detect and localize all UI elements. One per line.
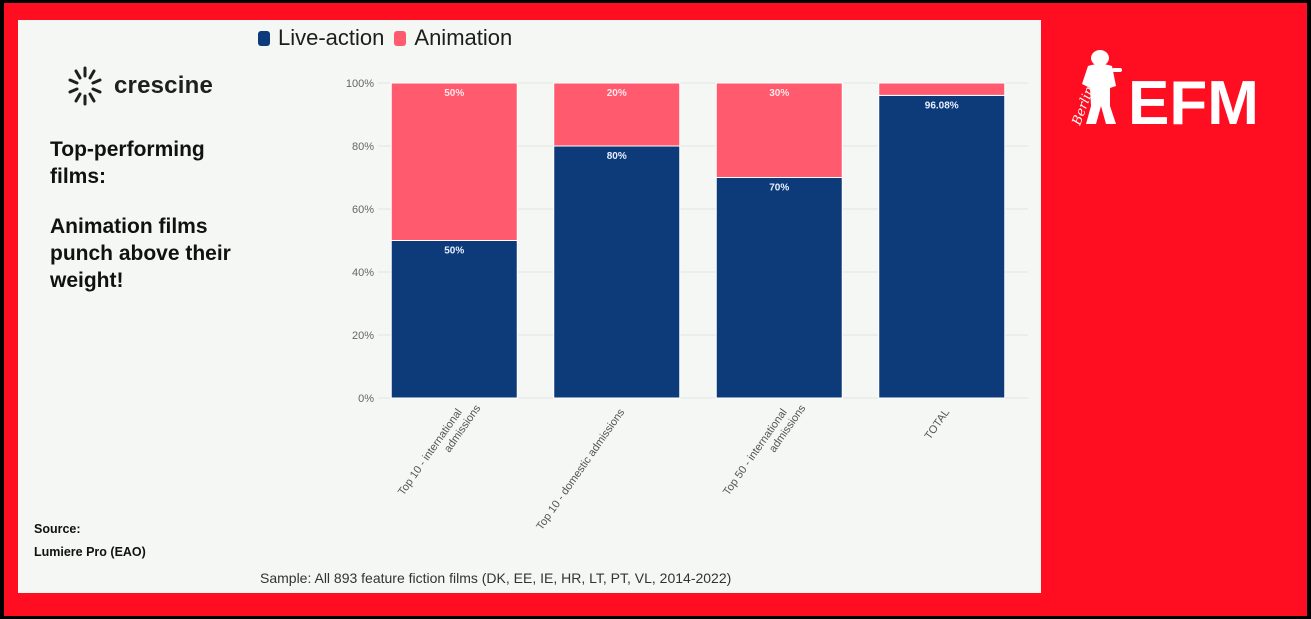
bar-live-action (553, 145, 681, 399)
source-label: Source: (34, 522, 81, 536)
y-tick-label: 100% (346, 78, 374, 90)
chart-legend: Live-action Animation (258, 25, 522, 51)
source-value: Lumiere Pro (EAO) (34, 545, 146, 559)
data-label: 70% (769, 183, 789, 194)
legend-label-animation: Animation (414, 25, 513, 50)
data-label: 30% (769, 88, 789, 99)
legend-label-live-action: Live-action (278, 25, 385, 50)
y-tick-label: 0% (358, 393, 374, 405)
tagline: Animation films punch above their weight… (50, 215, 231, 292)
page-heading: Top-performing films: (50, 138, 205, 188)
brand-name: EFM (1128, 69, 1259, 136)
sample-note: Sample: All 893 feature fiction films (D… (260, 570, 732, 586)
y-tick-label: 40% (352, 267, 374, 279)
legend-swatch-live-action (258, 30, 270, 46)
data-label: 80% (607, 151, 627, 162)
x-tick-label: Top 10 - domestic admissions (534, 406, 627, 532)
data-label: 96.08% (925, 100, 959, 111)
slide: crescine Top-performing films: Animation… (18, 20, 1041, 593)
x-tick-label: TOTAL (923, 407, 953, 442)
stacked-bar-chart: 0% 20% 40% 60% 80% 100% 50% 50% Top 10 - interna… (346, 78, 1028, 532)
x-tick-label: Top 50 - internationaladmissions (721, 395, 809, 505)
logo: crescine (66, 64, 213, 108)
bar-animation (553, 82, 681, 147)
legend-item-animation: Animation (394, 25, 512, 51)
y-tick-label: 80% (352, 141, 374, 153)
data-label: 50% (444, 88, 464, 99)
bar-live-action (390, 240, 518, 399)
bar-live-action (715, 177, 843, 399)
logo-text: crescine (114, 72, 214, 99)
data-label: 20% (607, 88, 627, 99)
berlinale-bear-icon (1082, 50, 1122, 124)
x-tick-label: Top 10 - internationaladmissions (396, 395, 484, 505)
legend-swatch-animation (394, 30, 407, 46)
burst-icon (68, 66, 102, 106)
legend-item-live-action: Live-action (258, 25, 384, 51)
y-tick-label: 60% (352, 204, 374, 216)
efm-logo: Berlinale EFM (1070, 50, 1259, 136)
bar-animation (390, 82, 518, 241)
data-label: 50% (444, 246, 464, 257)
bar-animation (878, 82, 1006, 96)
bar-animation (715, 82, 843, 178)
y-tick-label: 20% (352, 330, 374, 342)
bar-live-action (878, 94, 1006, 399)
